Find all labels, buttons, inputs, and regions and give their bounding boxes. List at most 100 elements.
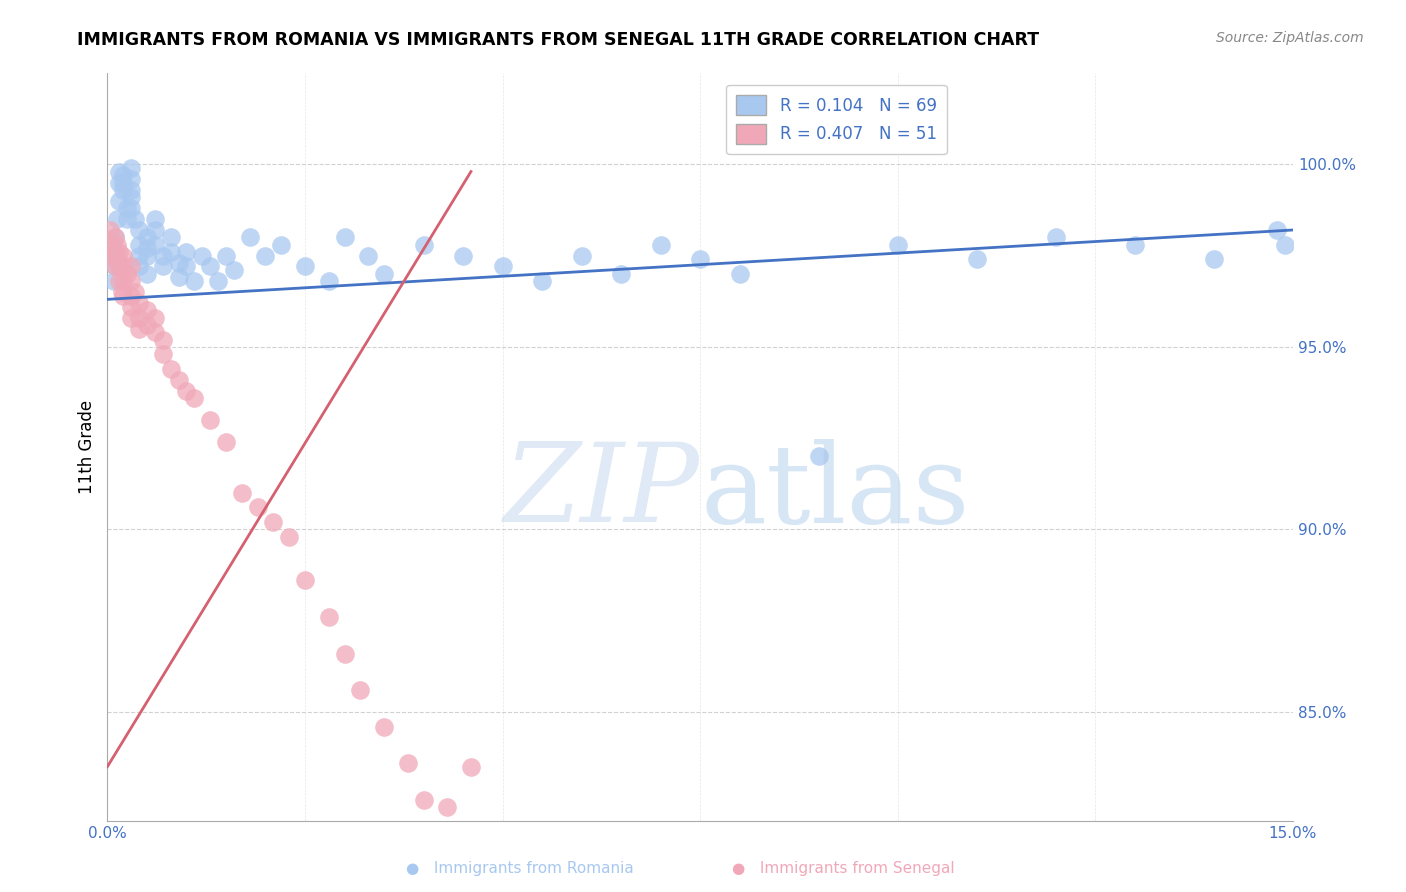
- Point: [105, 212, 128, 227]
- Point: [191, 248, 214, 262]
- Point: [128, 310, 150, 325]
- Point: [152, 347, 174, 361]
- Text: atlas: atlas: [700, 439, 970, 546]
- Point: [1265, 223, 1288, 237]
- Point: [124, 212, 146, 227]
- Point: [373, 719, 395, 733]
- Point: [571, 248, 593, 262]
- Point: [112, 274, 135, 288]
- Point: [152, 248, 174, 262]
- Point: [143, 212, 166, 227]
- Point: [112, 183, 135, 197]
- Point: [167, 373, 190, 387]
- Point: [294, 260, 316, 274]
- Point: [108, 244, 131, 259]
- Point: [159, 230, 181, 244]
- Point: [110, 285, 132, 299]
- Point: [650, 237, 672, 252]
- Point: [108, 164, 131, 178]
- Point: [159, 244, 181, 259]
- Point: [689, 252, 711, 267]
- Y-axis label: 11th Grade: 11th Grade: [79, 401, 96, 494]
- Point: [135, 248, 157, 262]
- Point: [1202, 252, 1225, 267]
- Point: [396, 756, 419, 770]
- Text: ●   Immigrants from Romania: ● Immigrants from Romania: [406, 861, 634, 876]
- Point: [120, 310, 142, 325]
- Point: [357, 248, 380, 262]
- Point: [491, 260, 513, 274]
- Point: [128, 248, 150, 262]
- Point: [104, 244, 127, 259]
- Point: [333, 647, 356, 661]
- Point: [176, 244, 198, 259]
- Point: [115, 212, 138, 227]
- Point: [143, 237, 166, 252]
- Point: [120, 190, 142, 204]
- Point: [108, 274, 131, 288]
- Point: [215, 248, 238, 262]
- Point: [135, 267, 157, 281]
- Point: [270, 237, 292, 252]
- Point: [143, 223, 166, 237]
- Point: [112, 248, 135, 262]
- Point: [1123, 237, 1146, 252]
- Point: [222, 263, 245, 277]
- Point: [318, 274, 340, 288]
- Point: [128, 321, 150, 335]
- Point: [104, 260, 127, 274]
- Point: [887, 237, 910, 252]
- Point: [143, 310, 166, 325]
- Point: [112, 289, 135, 303]
- Point: [246, 500, 269, 515]
- Point: [807, 450, 830, 464]
- Point: [254, 248, 277, 262]
- Point: [333, 230, 356, 244]
- Point: [167, 256, 190, 270]
- Point: [451, 248, 474, 262]
- Point: [135, 241, 157, 255]
- Point: [98, 223, 121, 237]
- Point: [183, 391, 205, 405]
- Point: [318, 610, 340, 624]
- Point: [143, 325, 166, 339]
- Point: [373, 267, 395, 281]
- Point: [108, 260, 131, 274]
- Point: [108, 194, 131, 208]
- Point: [610, 267, 633, 281]
- Point: [112, 260, 135, 274]
- Point: [120, 274, 142, 288]
- Point: [1045, 230, 1067, 244]
- Point: [176, 260, 198, 274]
- Point: [120, 183, 142, 197]
- Point: [278, 530, 301, 544]
- Point: [115, 267, 138, 281]
- Text: ●   Immigrants from Senegal: ● Immigrants from Senegal: [733, 861, 955, 876]
- Text: IMMIGRANTS FROM ROMANIA VS IMMIGRANTS FROM SENEGAL 11TH GRADE CORRELATION CHART: IMMIGRANTS FROM ROMANIA VS IMMIGRANTS FR…: [77, 31, 1039, 49]
- Point: [120, 161, 142, 175]
- Point: [1274, 237, 1296, 252]
- Point: [135, 303, 157, 318]
- Point: [198, 413, 221, 427]
- Text: Source: ZipAtlas.com: Source: ZipAtlas.com: [1216, 31, 1364, 45]
- Point: [152, 260, 174, 274]
- Point: [105, 237, 128, 252]
- Point: [531, 274, 554, 288]
- Point: [152, 333, 174, 347]
- Point: [135, 318, 157, 332]
- Point: [120, 172, 142, 186]
- Point: [159, 361, 181, 376]
- Point: [120, 201, 142, 215]
- Point: [183, 274, 205, 288]
- Point: [108, 176, 131, 190]
- Point: [115, 201, 138, 215]
- Point: [124, 285, 146, 299]
- Point: [120, 260, 142, 274]
- Point: [101, 248, 124, 262]
- Point: [176, 384, 198, 398]
- Point: [100, 248, 122, 262]
- Point: [728, 267, 751, 281]
- Point: [105, 252, 128, 267]
- Point: [120, 300, 142, 314]
- Point: [460, 760, 482, 774]
